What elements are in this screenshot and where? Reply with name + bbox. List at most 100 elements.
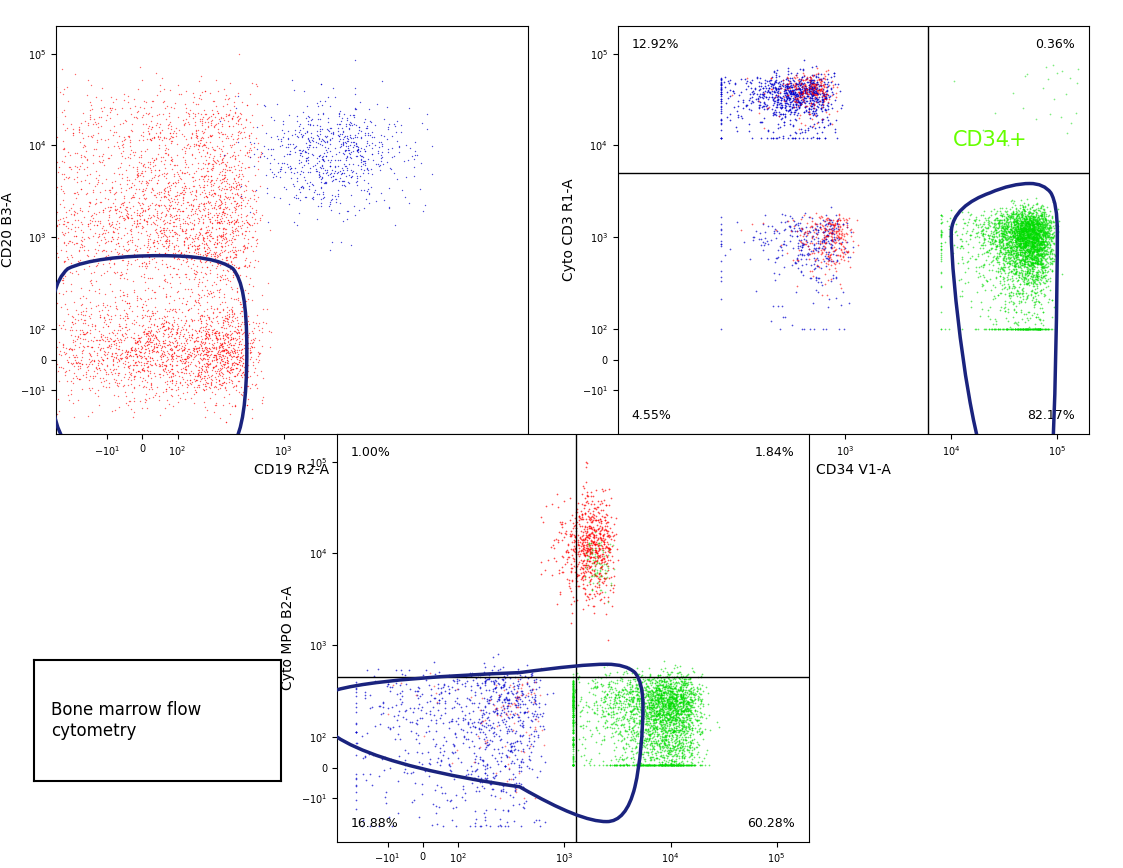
Point (784, 253, 802, 266)
Point (809, 85, 827, 99)
Point (590, 536, 608, 550)
Point (1025, 212, 1043, 226)
Point (999, 256, 1017, 270)
Point (655, 740, 673, 754)
Point (1034, 265, 1052, 279)
Point (167, 306, 185, 319)
Point (1013, 225, 1031, 239)
Point (842, 222, 860, 236)
Point (1029, 322, 1047, 336)
Point (643, 683, 661, 697)
Point (175, 356, 193, 370)
Point (180, 240, 198, 254)
Point (1032, 248, 1050, 262)
Point (145, 340, 163, 354)
Point (780, 81, 798, 95)
Point (176, 357, 194, 371)
Point (1005, 263, 1023, 277)
Point (1033, 260, 1051, 274)
Point (615, 708, 633, 722)
Point (337, 129, 355, 143)
Point (223, 187, 241, 201)
Point (582, 545, 600, 559)
Point (824, 234, 842, 248)
Point (235, 367, 253, 381)
Point (647, 709, 665, 723)
Point (654, 700, 672, 714)
Point (1037, 265, 1054, 279)
Point (738, 98, 756, 112)
Point (1003, 207, 1021, 221)
Point (1014, 233, 1032, 247)
Point (712, 131, 730, 145)
Point (654, 693, 672, 707)
Point (186, 264, 204, 278)
Point (629, 685, 647, 699)
Point (156, 181, 174, 194)
Point (113, 198, 131, 212)
Point (144, 352, 162, 365)
Point (161, 209, 179, 223)
Point (296, 190, 314, 204)
Point (217, 251, 235, 265)
Point (1015, 223, 1033, 237)
Point (1024, 269, 1042, 283)
Point (139, 245, 157, 259)
Point (976, 322, 994, 336)
Point (683, 746, 701, 760)
Point (197, 326, 214, 339)
Point (1035, 286, 1053, 300)
Point (791, 83, 809, 97)
Point (98, 172, 116, 186)
Point (57, 219, 75, 233)
Point (674, 696, 692, 710)
Point (198, 364, 216, 378)
Point (663, 684, 681, 698)
Point (1033, 220, 1051, 234)
Point (618, 712, 636, 726)
Point (592, 569, 610, 582)
Point (650, 695, 668, 709)
Point (578, 484, 596, 498)
Point (564, 687, 582, 700)
Point (576, 532, 594, 546)
Point (587, 701, 605, 715)
Point (82, 78, 100, 92)
Point (120, 181, 138, 195)
Point (643, 741, 661, 755)
Point (126, 341, 144, 355)
Point (312, 132, 330, 146)
Point (820, 90, 838, 104)
Point (163, 389, 181, 403)
Point (317, 176, 335, 190)
Point (807, 106, 825, 120)
Point (789, 98, 807, 112)
Point (660, 687, 678, 700)
Point (807, 61, 825, 75)
Point (1024, 225, 1042, 239)
Point (60, 95, 77, 108)
Point (97, 380, 115, 394)
Point (150, 358, 168, 372)
Point (655, 708, 673, 722)
Point (171, 221, 189, 235)
Point (162, 342, 180, 356)
Point (823, 218, 841, 232)
Point (239, 216, 257, 230)
Point (678, 730, 696, 744)
Point (574, 555, 592, 569)
Point (1037, 231, 1054, 245)
Point (197, 248, 214, 262)
Point (214, 358, 232, 372)
Point (667, 731, 685, 745)
Point (147, 126, 165, 140)
Point (358, 153, 376, 167)
Point (780, 71, 798, 85)
Point (118, 312, 136, 326)
Point (408, 732, 426, 746)
Point (975, 322, 993, 336)
Point (611, 725, 629, 739)
Point (997, 322, 1015, 336)
Point (1016, 239, 1034, 253)
Point (1026, 226, 1044, 240)
